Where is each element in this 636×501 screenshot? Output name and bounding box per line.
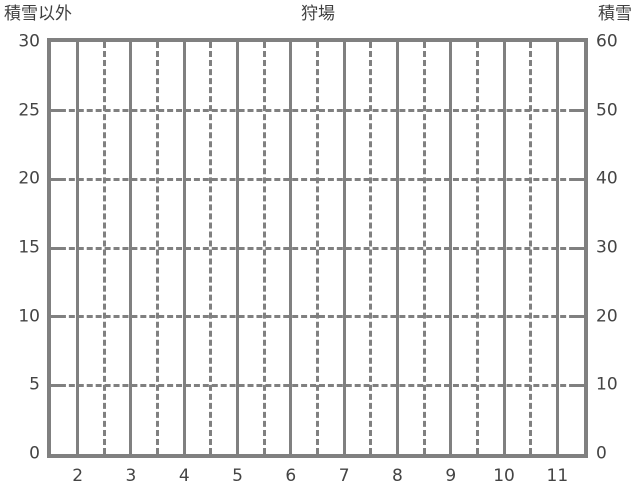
y-tick-label-left: 5 — [29, 374, 40, 395]
y-tick-left — [51, 315, 62, 319]
horizontal-gridline — [51, 177, 584, 181]
x-tick-label: 11 — [546, 466, 569, 486]
x-tick-minor — [369, 448, 373, 454]
x-tick-minor — [475, 448, 479, 454]
chart-title: 狩場 — [301, 4, 335, 24]
y-tick-label-right: 30 — [596, 237, 618, 258]
y-tick-right — [573, 109, 584, 113]
x-tick-label: 7 — [338, 466, 350, 486]
y-tick-right — [573, 315, 584, 319]
x-tick-label: 4 — [178, 466, 190, 486]
y-tick-label-right: 10 — [596, 374, 618, 395]
x-tick-major — [502, 443, 506, 454]
horizontal-gridline — [51, 109, 584, 113]
horizontal-gridline — [51, 315, 584, 319]
x-tick-minor — [262, 448, 266, 454]
y-tick-left — [51, 383, 62, 387]
horizontal-gridline — [51, 383, 584, 387]
x-tick-label: 8 — [392, 466, 403, 486]
y-tick-label-left: 15 — [18, 237, 40, 258]
y-tick-left — [51, 109, 62, 113]
y-tick-left — [51, 177, 62, 181]
y-tick-label-left: 10 — [18, 306, 40, 327]
horizontal-gridline — [51, 246, 584, 250]
x-tick-minor — [102, 448, 106, 454]
x-tick-label: 6 — [285, 466, 297, 486]
y-tick-label-left: 0 — [29, 443, 40, 464]
y-tick-left — [51, 246, 62, 250]
y-tick-right — [573, 177, 584, 181]
y-tick-label-left: 25 — [18, 100, 40, 121]
y-tick-right — [573, 246, 584, 250]
y-tick-label-right: 60 — [596, 31, 618, 52]
plot-area — [47, 38, 588, 458]
plot-grid-layer — [51, 42, 584, 454]
right-axis-title: 積雪 — [598, 4, 632, 24]
y-tick-label-right: 20 — [596, 306, 618, 327]
y-tick-label-right: 0 — [596, 443, 607, 464]
x-tick-label: 10 — [493, 466, 515, 486]
x-tick-major — [236, 443, 240, 454]
x-tick-major — [129, 443, 133, 454]
y-tick-label-left: 20 — [18, 168, 40, 189]
y-tick-label-right: 40 — [596, 168, 618, 189]
y-tick-label-right: 50 — [596, 100, 618, 121]
x-tick-major — [555, 443, 559, 454]
x-tick-minor — [156, 448, 160, 454]
x-tick-major — [289, 443, 293, 454]
x-tick-label: 2 — [72, 466, 84, 486]
x-tick-minor — [316, 448, 319, 454]
x-tick-label: 9 — [445, 466, 457, 486]
x-tick-major — [449, 443, 453, 454]
x-tick-major — [342, 443, 346, 454]
x-tick-minor — [529, 448, 533, 454]
x-tick-label: 5 — [232, 466, 243, 486]
x-tick-label: 3 — [125, 466, 137, 486]
x-tick-major — [76, 443, 80, 454]
x-tick-major — [182, 443, 186, 454]
left-axis-title: 積雪以外 — [4, 4, 72, 24]
y-tick-right — [573, 383, 584, 387]
x-tick-minor — [209, 448, 213, 454]
y-tick-label-left: 30 — [18, 31, 40, 52]
x-tick-minor — [422, 448, 426, 454]
x-tick-major — [395, 443, 399, 454]
